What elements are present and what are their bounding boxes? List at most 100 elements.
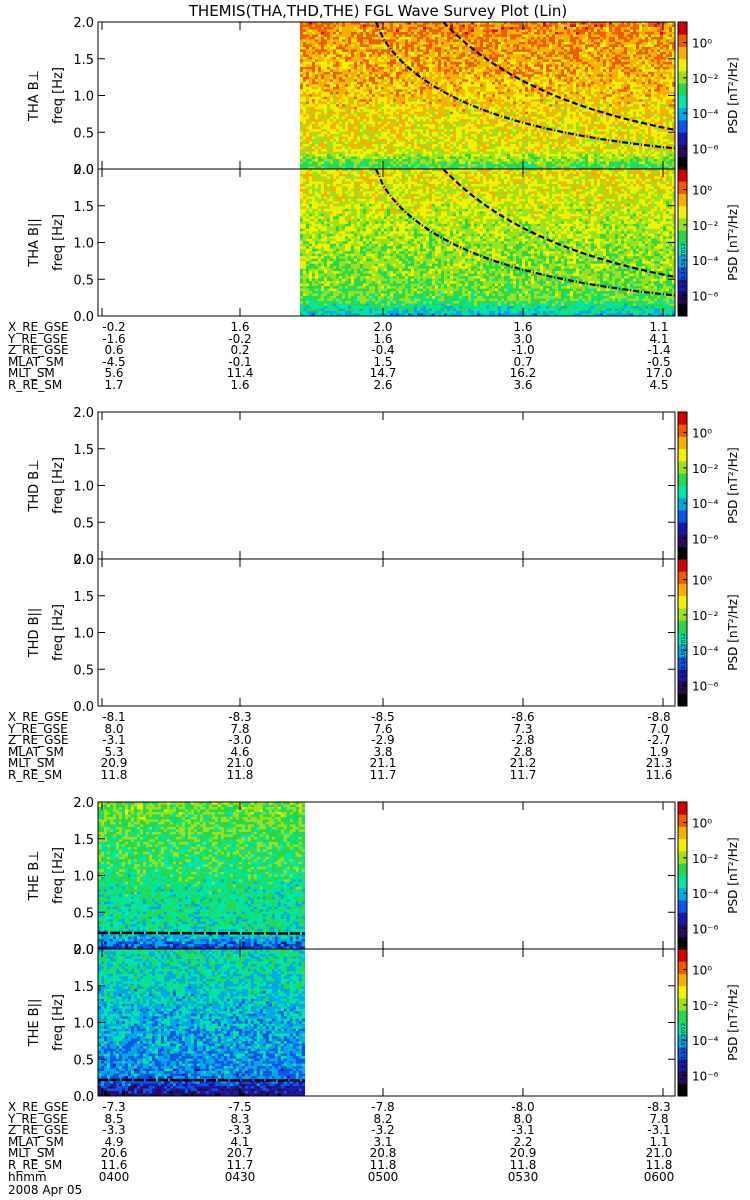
spectrogram-cell [554, 96, 559, 100]
spectrogram-cell [302, 26, 307, 30]
spectrogram-cell [536, 101, 541, 105]
spectrogram-cell [383, 59, 388, 63]
spectrogram-cell [530, 106, 535, 110]
spectrogram-cell [302, 104, 307, 108]
spectrogram-cell [314, 94, 319, 98]
spectrogram-cell [605, 89, 610, 93]
spectrogram-cell [605, 44, 610, 48]
spectrogram-cell [657, 54, 661, 58]
spectrogram-cell [377, 49, 382, 53]
spectrogram-cell [398, 51, 403, 55]
spectrogram-cell [669, 81, 673, 85]
spectrogram-cell [371, 91, 376, 95]
spectrogram-cell [626, 24, 631, 28]
spectrogram-cell [476, 64, 481, 68]
spectrogram-cell [479, 69, 484, 73]
spectrogram-cell [584, 86, 589, 90]
spectrogram-cell [323, 64, 328, 68]
spectrogram-cell [506, 119, 511, 122]
spectrogram-cell [590, 84, 595, 88]
spectrogram-cell [672, 54, 676, 58]
spectrogram-cell [446, 59, 451, 63]
spectrogram-cell [635, 106, 640, 110]
spectrogram-cell [353, 46, 358, 50]
spectrogram-cell [485, 104, 490, 108]
spectrogram-cell [560, 94, 565, 98]
spectrogram-cell [434, 76, 439, 80]
spectrogram-cell [344, 41, 349, 45]
spectrogram-cell [389, 94, 394, 98]
spectrogram-cell [488, 54, 493, 58]
spectrogram-cell [554, 99, 559, 103]
spectrogram-cell [623, 79, 628, 83]
spectrogram-cell [560, 44, 565, 48]
spectrogram-cell [515, 94, 520, 98]
spectrogram-cell [509, 41, 514, 45]
spectrogram-cell [620, 106, 625, 110]
spectrogram-cell [527, 49, 532, 53]
spectrogram-cell [395, 79, 400, 83]
spectrogram-cell [344, 86, 349, 90]
spectrogram-cell [669, 54, 673, 58]
spectrogram-cell [449, 34, 454, 38]
spectrogram-cell [473, 101, 478, 105]
spectrogram-cell [491, 99, 496, 103]
spectrogram-cell [584, 104, 589, 108]
spectrogram-cell [654, 71, 658, 75]
spectrogram-cell [572, 116, 577, 120]
spectrogram-cell [416, 94, 421, 98]
spectrogram-cell [425, 69, 430, 73]
spectrogram-cell [446, 116, 451, 120]
spectrogram-cell [401, 69, 406, 73]
spectrogram-cell [335, 109, 340, 112]
spectrogram-cell [614, 109, 619, 112]
spectrogram-cell [635, 66, 640, 70]
spectrogram-cell [392, 106, 397, 110]
spectrogram-cell [548, 116, 553, 120]
spectrogram-cell [491, 71, 496, 75]
spectrogram-cell [374, 109, 379, 112]
spectrogram-cell [353, 34, 358, 38]
spectrogram-cell [389, 46, 394, 50]
spectrogram-cell [419, 71, 424, 75]
spectrogram-cell [614, 66, 619, 70]
spectrogram-cell [654, 86, 658, 90]
spectrogram-cell [401, 109, 406, 112]
spectrogram-cell [362, 96, 367, 100]
spectrogram-cell [494, 29, 499, 33]
spectrogram-cell [452, 79, 457, 83]
spectrogram-cell [578, 101, 583, 105]
spectrogram-cell [503, 34, 508, 38]
spectrogram-cell [443, 89, 448, 93]
spectrogram-cell [410, 36, 415, 40]
spectrogram-cell [660, 89, 664, 93]
spectrogram-cell [527, 56, 532, 60]
spectrogram-cell [353, 49, 358, 53]
spectrogram-cell [365, 22, 370, 25]
spectrogram-cell [392, 66, 397, 70]
spectrogram-cell [608, 81, 613, 85]
spectrogram-cell [590, 74, 595, 78]
spectrogram-cell [599, 54, 604, 58]
spectrogram-cell [563, 96, 568, 100]
spectrogram-cell [464, 91, 469, 95]
spectrogram-cell [599, 49, 604, 53]
spectrogram-cell [500, 26, 505, 30]
spectrogram-cell [365, 89, 370, 93]
spectrogram-cell [551, 104, 556, 108]
spectrogram-cell [464, 44, 469, 48]
spectrogram-cell [446, 46, 451, 50]
spectrogram-cell [317, 39, 322, 43]
spectrogram-cell [506, 41, 511, 45]
spectrogram-cell [380, 109, 385, 112]
spectrogram-cell [635, 31, 640, 35]
spectrogram-cell [512, 31, 517, 35]
spectrogram-cell [539, 114, 544, 117]
spectrogram-cell [509, 89, 514, 93]
spectrogram-cell [425, 116, 430, 120]
spectrogram-cell [326, 31, 331, 35]
spectrogram-cell [317, 74, 322, 78]
spectrogram-cell [299, 46, 304, 50]
spectrogram-cell [302, 29, 307, 33]
spectrogram-cell [389, 66, 394, 70]
